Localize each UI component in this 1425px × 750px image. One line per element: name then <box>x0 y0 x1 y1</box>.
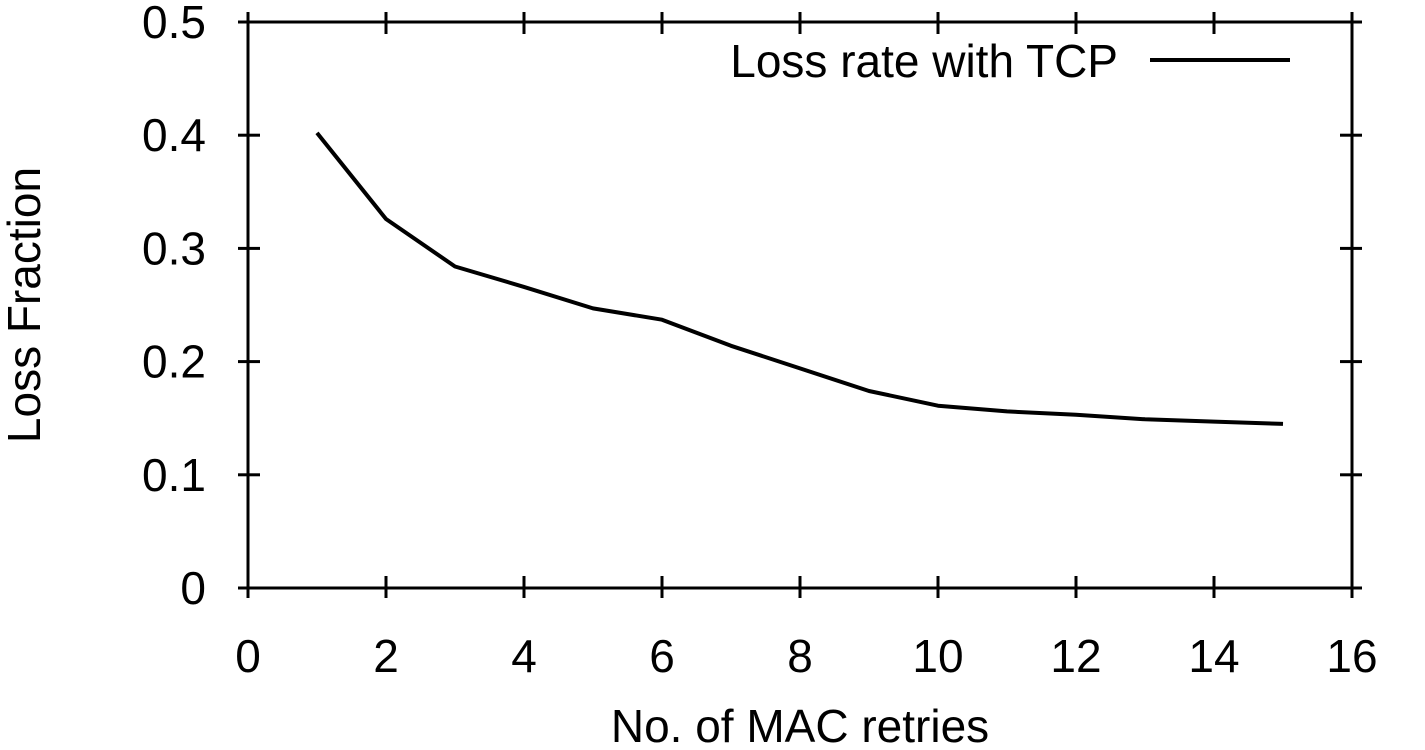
plot-frame <box>246 20 1354 590</box>
tick-labels: 0 2 4 6 8 10 12 14 16 0 0.1 0.2 0.3 0.4 0.5 <box>142 0 1378 682</box>
legend: Loss rate with TCP <box>730 35 1290 87</box>
x-tick-label: 16 <box>1326 630 1377 682</box>
x-tick-label: 2 <box>373 630 399 682</box>
y-tick-label: 0 <box>180 562 206 614</box>
axis-ticks <box>238 12 1362 598</box>
y-tick-label: 0.4 <box>142 109 206 161</box>
y-axis-label: Loss Fraction <box>0 167 50 443</box>
y-tick-label: 0.2 <box>142 336 206 388</box>
x-tick-label: 10 <box>912 630 963 682</box>
x-tick-label: 0 <box>235 630 261 682</box>
x-tick-label: 6 <box>649 630 675 682</box>
y-tick-label: 0.3 <box>142 222 206 274</box>
x-tick-label: 8 <box>787 630 813 682</box>
legend-label-loss-rate-with-tcp: Loss rate with TCP <box>730 35 1118 87</box>
y-tick-label: 0.1 <box>142 449 206 501</box>
series-layer <box>315 131 1284 426</box>
y-tick-label: 0.5 <box>142 0 206 48</box>
x-tick-label: 14 <box>1188 630 1239 682</box>
x-tick-label: 4 <box>511 630 537 682</box>
x-tick-label: 12 <box>1050 630 1101 682</box>
x-axis-label: No. of MAC retries <box>611 700 989 750</box>
series-line-loss-rate-with-tcp <box>315 131 1284 426</box>
